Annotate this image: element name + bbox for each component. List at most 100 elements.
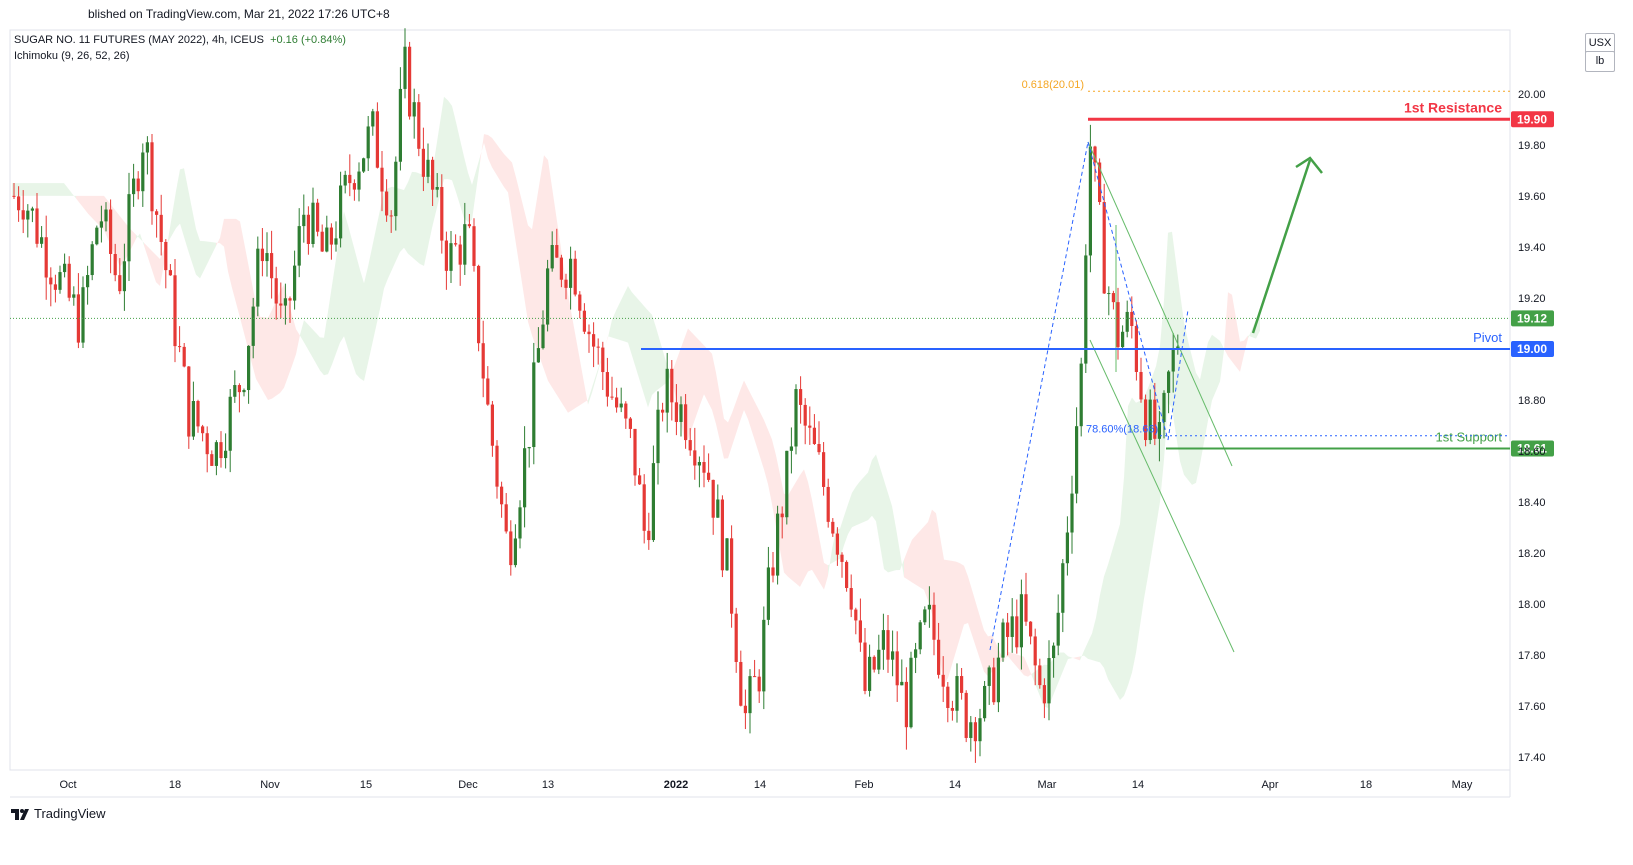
cloud-bull-segment <box>1184 322 1188 480</box>
candle-down <box>49 277 53 285</box>
candle-up <box>1065 532 1069 564</box>
candle-down <box>615 397 619 408</box>
candle-up <box>1171 349 1175 372</box>
cloud-bull-segment <box>616 302 620 341</box>
candle-up <box>868 656 872 691</box>
cloud-bear-segment <box>1076 656 1080 661</box>
cloud-bear-segment <box>688 328 692 440</box>
candle-down <box>431 159 435 190</box>
time-tick-label: 15 <box>360 779 372 791</box>
cloud-bull-segment <box>860 476 864 524</box>
cloud-bull-segment <box>316 333 320 371</box>
cloud-bull-segment <box>864 472 868 522</box>
cloud-bear-segment <box>120 216 124 267</box>
cloud-bear-segment <box>296 329 300 355</box>
cloud-bear-segment <box>1072 657 1076 660</box>
cloud-bear-segment <box>912 535 916 585</box>
cloud-bear-segment <box>708 349 712 410</box>
cloud-bull-segment <box>1208 334 1212 421</box>
cloud-bear-segment <box>528 225 532 336</box>
cloud-bear-segment <box>732 401 736 446</box>
measure-unit[interactable]: lb <box>1585 51 1615 72</box>
cloud-bear-segment <box>488 135 492 168</box>
candle-up <box>311 202 315 244</box>
candle-down <box>592 334 596 347</box>
candle-down <box>279 303 283 306</box>
cloud-bull-segment <box>644 305 648 408</box>
cloud-bear-segment <box>584 382 588 405</box>
candle-down <box>858 620 862 643</box>
cloud-bear-segment <box>824 562 828 590</box>
candle-down <box>628 418 632 429</box>
candle-up <box>527 447 531 449</box>
cloud-bear-segment <box>152 250 156 283</box>
cloud-bear-segment <box>712 353 716 424</box>
candle-down <box>937 639 941 675</box>
candle-down <box>812 427 816 444</box>
candle-up <box>145 142 149 153</box>
cloud-bull-segment <box>436 122 440 212</box>
price-change: +0.16 (+0.84%) <box>270 34 346 46</box>
candle-down <box>150 142 154 212</box>
cloud-bull-segment <box>424 175 428 266</box>
time-tick-label: Apr <box>1261 779 1278 791</box>
cloud-bear-segment <box>1008 651 1012 662</box>
cloud-bear-segment <box>960 563 964 638</box>
cloud-bear-segment <box>248 262 252 364</box>
candle-up <box>679 404 683 422</box>
price-tick-label: 18.00 <box>1518 599 1546 611</box>
candle-down <box>684 404 688 441</box>
brand-footer: TradingView <box>10 806 106 821</box>
cloud-bull-segment <box>1100 576 1104 668</box>
candle-down <box>53 284 57 290</box>
candle-down <box>960 676 964 693</box>
cloud-bear-segment <box>716 372 720 442</box>
indicator-label[interactable]: Ichimoku (9, 26, 52, 26) <box>14 50 130 62</box>
candle-up <box>1162 392 1166 423</box>
candle-down <box>817 443 821 453</box>
candle-up <box>532 362 536 448</box>
cloud-bear-segment <box>932 509 936 637</box>
candle-up <box>1047 658 1051 704</box>
candle-up <box>132 178 136 195</box>
candle-down <box>932 604 936 640</box>
candle-up <box>412 102 416 117</box>
currency-unit[interactable]: USX <box>1585 33 1615 54</box>
axes: 17.40 17.60 17.80 18.00 18.20 18.40 18.60 18.80… <box>59 89 1545 791</box>
candle-up <box>297 226 301 266</box>
candle-up <box>463 224 467 265</box>
candle-down <box>17 196 21 211</box>
cloud-bull-segment <box>872 454 876 522</box>
cloud-bull-segment <box>212 242 216 255</box>
cloud-bear-segment <box>552 187 556 394</box>
symbol-header: SUGAR NO. 11 FUTURES (MAY 2022), 4h, ICE… <box>14 34 346 46</box>
candle-up <box>63 263 67 273</box>
candle-up <box>656 409 660 464</box>
cloud-bear-segment <box>816 520 820 584</box>
cloud-bull-segment <box>476 156 480 192</box>
candle-up <box>90 244 94 276</box>
candle-down <box>822 452 826 487</box>
candle-up <box>955 676 959 711</box>
candle-down <box>674 402 678 422</box>
cloud-bear-segment <box>956 561 960 652</box>
candle-down <box>831 521 835 534</box>
candle-up <box>1148 399 1152 441</box>
cloud-bear-segment <box>484 134 488 159</box>
candle-down <box>904 681 908 728</box>
candle-down <box>720 499 724 571</box>
cloud-bear-segment <box>792 481 796 584</box>
channel-lower-line <box>1089 339 1235 653</box>
cloud-bear-segment <box>564 268 568 413</box>
cloud-bull-segment <box>1064 652 1068 669</box>
candle-down <box>288 298 292 301</box>
cloud-bear-segment <box>764 420 768 485</box>
candle-up <box>293 265 297 301</box>
cloud-bear-segment <box>272 300 276 399</box>
candle-down <box>799 389 803 405</box>
candle-down <box>1033 636 1037 666</box>
candle-up <box>546 268 550 325</box>
cloud-bull-segment <box>40 183 44 196</box>
candle-down <box>1038 665 1042 686</box>
